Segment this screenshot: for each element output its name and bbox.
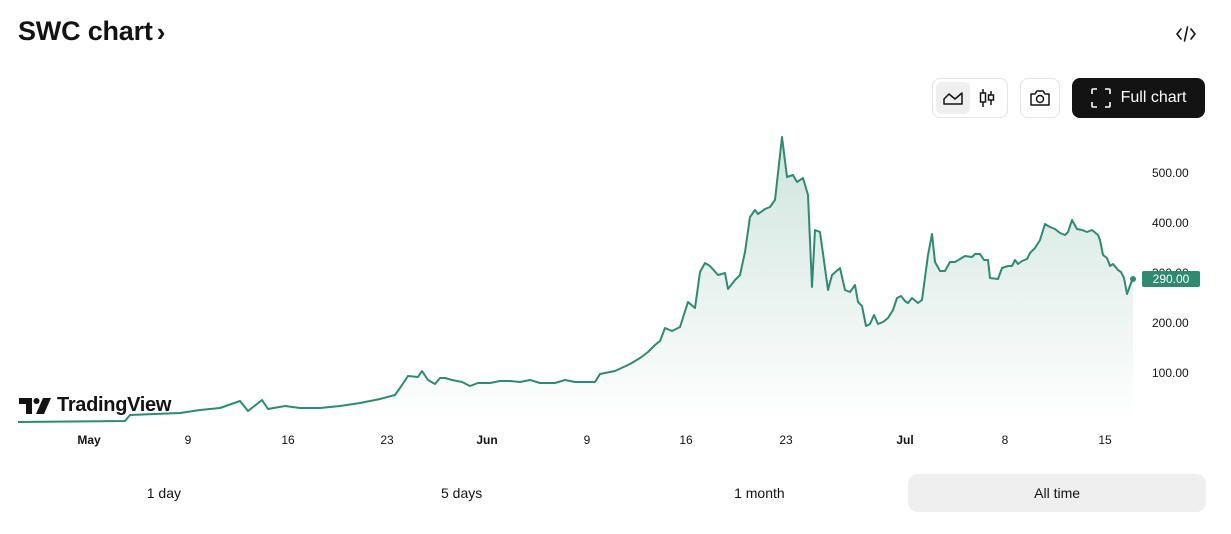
last-price-dot — [1130, 276, 1136, 282]
chart-title-link[interactable]: SWC chart › — [18, 16, 165, 47]
embed-code-button[interactable] — [1170, 20, 1202, 48]
snapshot-button[interactable] — [1020, 78, 1060, 118]
y-tick-label: 200.00 — [1152, 316, 1189, 330]
code-embed-icon — [1176, 26, 1196, 42]
tradingview-logo-text: TradingView — [57, 394, 172, 416]
x-tick-label: 9 — [184, 433, 192, 447]
range-all-time[interactable]: All time — [908, 474, 1206, 512]
area-fill — [18, 137, 1133, 422]
tradingview-logo-icon — [19, 397, 51, 414]
time-range-selector: 1 day 5 days 1 month All time — [15, 474, 1206, 512]
page-title: SWC chart — [18, 16, 153, 46]
chart-toolbar: Full chart — [932, 78, 1205, 118]
full-chart-button[interactable]: Full chart — [1072, 78, 1205, 118]
range-label: 1 day — [146, 485, 181, 501]
x-tick-label: May — [77, 433, 101, 447]
range-5-days[interactable]: 5 days — [313, 474, 611, 512]
camera-icon — [1030, 90, 1050, 106]
range-label: All time — [1034, 485, 1081, 501]
candlestick-chart-button[interactable] — [970, 82, 1004, 114]
current-price-label: 290.00 — [1142, 271, 1200, 287]
range-label: 1 month — [734, 485, 785, 501]
area-chart-plot — [17, 136, 1136, 423]
range-1-day[interactable]: 1 day — [15, 474, 313, 512]
price-line — [17, 136, 1134, 423]
range-label: 5 days — [441, 485, 483, 501]
full-chart-label: Full chart — [1120, 89, 1187, 106]
x-tick-label: 23 — [380, 433, 394, 447]
x-tick-label: Jul — [896, 433, 914, 447]
candlestick-icon — [979, 89, 995, 107]
y-tick-label: 400.00 — [1152, 216, 1189, 230]
y-tick-label: 500.00 — [1152, 166, 1189, 180]
x-tick-label: 8 — [1001, 433, 1009, 447]
x-tick-label: 9 — [583, 433, 591, 447]
tradingview-logo[interactable]: TradingView — [19, 394, 171, 417]
area-chart-icon — [943, 92, 963, 105]
x-tick-label: 23 — [779, 433, 793, 447]
y-tick-label: 100.00 — [1152, 366, 1189, 380]
chevron-right-icon: › — [156, 17, 166, 47]
x-tick-label: Jun — [476, 433, 498, 447]
area-chart-button[interactable] — [936, 82, 970, 114]
x-tick-label: 16 — [281, 433, 295, 447]
x-tick-label: 15 — [1098, 433, 1112, 447]
x-tick-label: 16 — [679, 433, 693, 447]
fullscreen-icon — [1090, 88, 1111, 108]
range-1-month[interactable]: 1 month — [611, 474, 909, 512]
chart-type-toggle — [932, 78, 1008, 118]
